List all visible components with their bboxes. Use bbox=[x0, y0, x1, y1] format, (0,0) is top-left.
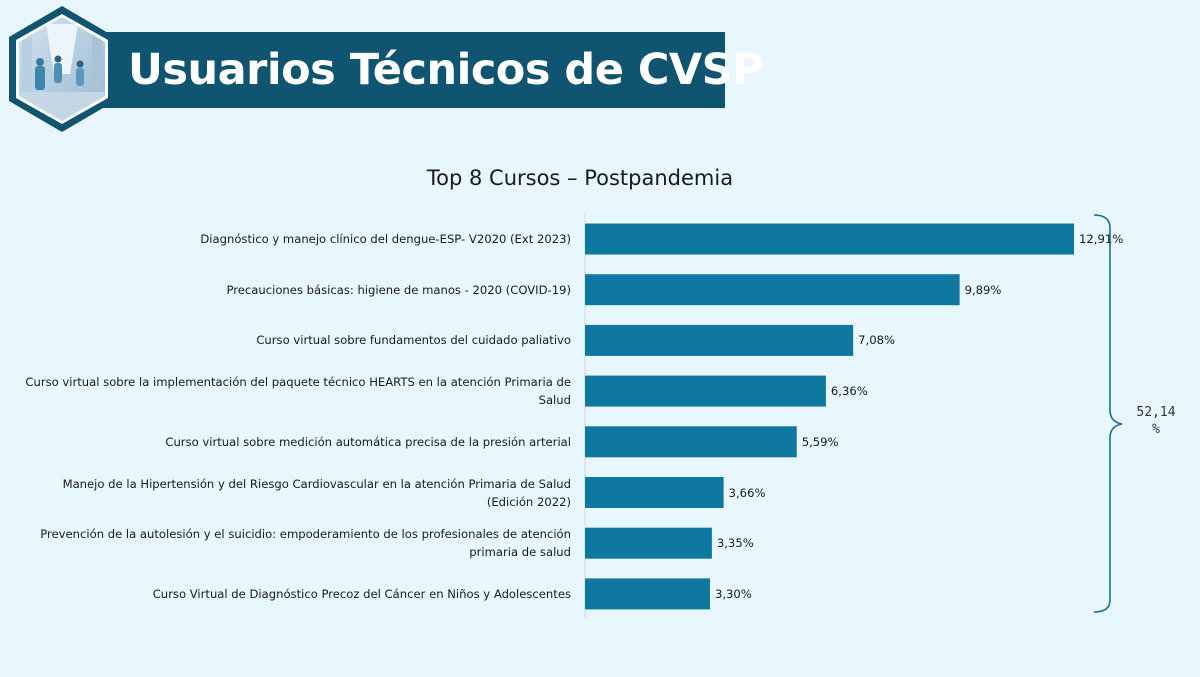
category-label-1: Diagnóstico y manejo clínico del dengue-… bbox=[200, 232, 571, 246]
bar-2 bbox=[585, 274, 960, 306]
category-label-6: Manejo de la Hipertensión y del Riesgo C… bbox=[62, 476, 571, 509]
category-label-8: Curso Virtual de Diagnóstico Precoz del … bbox=[152, 586, 571, 601]
value-label-7: 3,35% bbox=[716, 536, 754, 551]
bracket-total-label: 52,14 % bbox=[1136, 405, 1176, 437]
hospital-corridor-logo-icon bbox=[9, 6, 115, 132]
value-label-2: 9,89% bbox=[964, 282, 1002, 297]
value-label-3: 7,08% bbox=[858, 333, 896, 348]
bar-8 bbox=[585, 578, 710, 610]
value-label-4: 6,36% bbox=[830, 384, 868, 399]
bar-5 bbox=[585, 426, 797, 458]
category-label-4: Curso virtual sobre la implementación de… bbox=[25, 375, 571, 408]
category-label-7: Prevención de la autolesión y el suicidi… bbox=[40, 527, 571, 560]
bar-7 bbox=[585, 527, 712, 559]
value-label-5: 5,59% bbox=[801, 434, 839, 449]
bar-3 bbox=[585, 324, 854, 356]
page-title: Usuarios Técnicos de CVSP bbox=[128, 45, 764, 95]
category-label-2: Precauciones básicas: higiene de manos -… bbox=[226, 282, 571, 297]
bar-1 bbox=[585, 223, 1074, 255]
chart-title: Top 8 Cursos – Postpandemia bbox=[426, 166, 734, 190]
header-band bbox=[60, 32, 725, 108]
total-bracket bbox=[1093, 214, 1123, 613]
category-label-5: Curso virtual sobre medición automática … bbox=[165, 434, 571, 449]
value-label-1: 12,91% bbox=[1079, 232, 1124, 246]
category-label-3: Curso virtual sobre fundamentos del cuid… bbox=[256, 333, 571, 348]
value-label-6: 3,66% bbox=[728, 485, 766, 500]
value-label-8: 3,30% bbox=[714, 586, 752, 601]
bar-6 bbox=[585, 477, 724, 508]
bar-4 bbox=[585, 375, 826, 407]
